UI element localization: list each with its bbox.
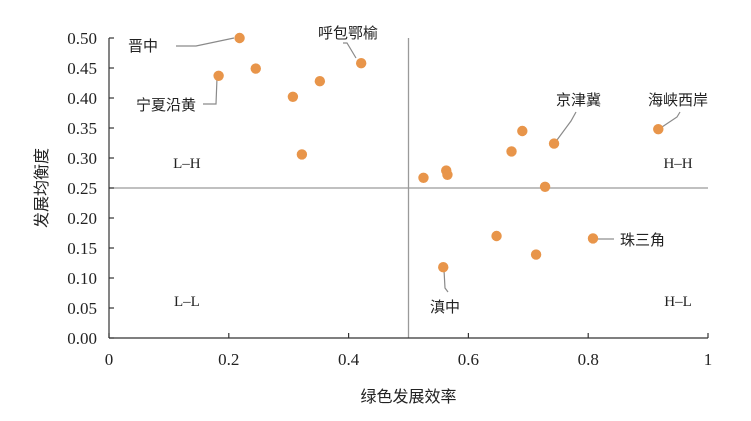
data-point bbox=[438, 262, 449, 273]
y-tick-label: 0.20 bbox=[67, 209, 97, 228]
x-tick-label: 0.8 bbox=[578, 350, 599, 369]
x-axis-title: 绿色发展效率 bbox=[360, 387, 456, 406]
point-label: 晋中 bbox=[128, 37, 158, 55]
reference-lines bbox=[109, 38, 708, 338]
y-tick-label: 0.30 bbox=[67, 149, 97, 168]
y-tick-label: 0.05 bbox=[67, 299, 97, 318]
leader-line bbox=[203, 77, 218, 105]
y-tick-label: 0.45 bbox=[67, 59, 97, 78]
data-point bbox=[296, 149, 308, 160]
data-point bbox=[213, 70, 224, 82]
data-point bbox=[234, 32, 245, 44]
data-points bbox=[213, 32, 664, 273]
label-leaders bbox=[176, 37, 681, 293]
data-point bbox=[250, 63, 261, 74]
point-label: 呼包鄂榆 bbox=[318, 24, 378, 42]
y-axis-title: 发展均衡度 bbox=[32, 148, 51, 228]
data-point bbox=[314, 76, 326, 87]
point-label: 滇中 bbox=[430, 298, 460, 316]
data-point bbox=[548, 138, 560, 149]
y-tick-label: 0.35 bbox=[67, 119, 97, 138]
data-point bbox=[442, 169, 453, 180]
point-label: 宁夏沿黄 bbox=[136, 96, 196, 114]
leader-line bbox=[556, 111, 577, 141]
data-point bbox=[517, 125, 528, 137]
x-tick-label: 0.6 bbox=[458, 350, 479, 369]
data-point bbox=[355, 58, 367, 69]
y-tick-label: 0.00 bbox=[67, 329, 97, 348]
quadrant-label: L–H bbox=[173, 156, 201, 172]
y-tick-label: 0.25 bbox=[67, 179, 97, 198]
x-tick-label: 0.2 bbox=[218, 350, 239, 369]
data-point bbox=[653, 124, 664, 135]
y-tick-label: 0.40 bbox=[67, 89, 97, 108]
data-point bbox=[506, 146, 517, 157]
y-tick-label: 0.15 bbox=[67, 239, 97, 258]
data-point bbox=[418, 172, 429, 183]
x-tick-label: 0.4 bbox=[338, 350, 360, 369]
x-tick-label: 1 bbox=[704, 350, 713, 369]
quadrant-labels: L–H H–H L–L H–L bbox=[173, 156, 693, 310]
quadrant-label: H–L bbox=[664, 294, 692, 310]
x-tick-label: 0 bbox=[105, 350, 114, 369]
data-point bbox=[587, 233, 599, 244]
data-point bbox=[491, 230, 502, 242]
leader-line bbox=[176, 37, 235, 47]
quadrant-label: H–H bbox=[663, 156, 692, 172]
leader-line bbox=[661, 111, 681, 128]
quadrant-label: L–L bbox=[174, 294, 200, 310]
y-tick-label: 0.50 bbox=[67, 29, 97, 48]
axes: 0.000.050.100.150.200.250.300.350.400.45… bbox=[32, 29, 712, 406]
leader-line bbox=[443, 269, 449, 293]
leader-line bbox=[343, 42, 357, 59]
data-point bbox=[539, 181, 551, 192]
y-tick-label: 0.10 bbox=[67, 269, 97, 288]
point-label: 珠三角 bbox=[620, 231, 665, 249]
point-label: 京津冀 bbox=[556, 91, 601, 109]
point-label: 海峡西岸 bbox=[648, 91, 708, 109]
data-point bbox=[530, 249, 542, 260]
data-point bbox=[287, 91, 299, 103]
